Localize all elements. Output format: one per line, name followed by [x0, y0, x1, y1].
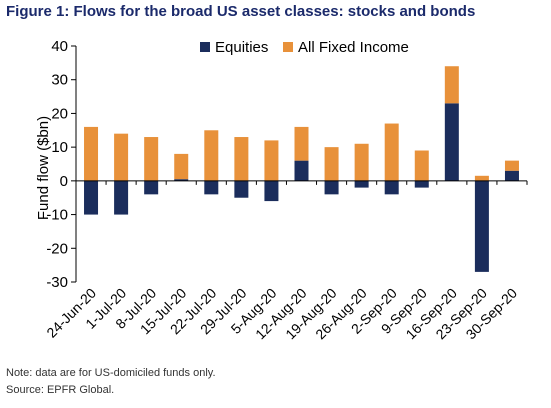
- y-tick-label: -10: [46, 207, 68, 224]
- fixed-income-bar: [414, 150, 429, 181]
- y-tick-label: 0: [60, 173, 68, 190]
- equities-bar: [264, 180, 279, 202]
- fixed-income-bar: [204, 130, 219, 181]
- equities-bar: [414, 180, 429, 188]
- y-tick-label: 10: [51, 139, 68, 156]
- legend-swatch-fixed-income: [283, 42, 293, 52]
- figure-title: Figure 1: Flows for the broad US asset c…: [6, 3, 476, 20]
- fixed-income-bar: [444, 66, 459, 104]
- y-tick-label: 40: [51, 38, 68, 55]
- fixed-income-bar: [144, 137, 159, 181]
- fixed-income-bar: [84, 126, 99, 181]
- equities-bar: [204, 180, 219, 195]
- fixed-income-bar: [234, 137, 249, 181]
- fixed-income-bar: [384, 123, 399, 181]
- y-tick-label: 20: [51, 105, 68, 122]
- equities-bar: [114, 180, 129, 215]
- y-axis-title: Fund flow ($bn): [35, 116, 52, 220]
- equities-bar: [294, 160, 309, 181]
- equities-bar: [84, 180, 99, 215]
- y-tick-label: -30: [46, 274, 68, 291]
- equities-bar: [324, 180, 339, 195]
- fixed-income-bar: [354, 143, 369, 181]
- legend-label-fixed-income: All Fixed Income: [298, 39, 409, 56]
- equities-bar: [144, 180, 159, 195]
- equities-bar: [504, 170, 519, 181]
- equities-bar: [474, 180, 489, 272]
- fixed-income-bar: [504, 160, 519, 171]
- fixed-income-bar: [474, 175, 489, 181]
- y-tick-label: -20: [46, 240, 68, 257]
- fixed-income-bar: [324, 147, 339, 181]
- fixed-income-bar: [174, 153, 189, 180]
- fixed-income-bar: [114, 133, 129, 181]
- equities-bar: [354, 180, 369, 188]
- equities-bar: [444, 103, 459, 181]
- source-note: Source: EPFR Global.: [6, 384, 115, 396]
- footnote: Note: data are for US-domiciled funds on…: [6, 367, 216, 379]
- fixed-income-bar: [264, 140, 279, 181]
- y-tick-label: 30: [51, 72, 68, 89]
- fixed-income-bar: [294, 126, 309, 161]
- equities-bar: [384, 180, 399, 195]
- equities-bar: [234, 180, 249, 198]
- legend-label-equities: Equities: [215, 39, 268, 56]
- legend-swatch-equities: [200, 42, 210, 52]
- equities-bar: [174, 179, 189, 181]
